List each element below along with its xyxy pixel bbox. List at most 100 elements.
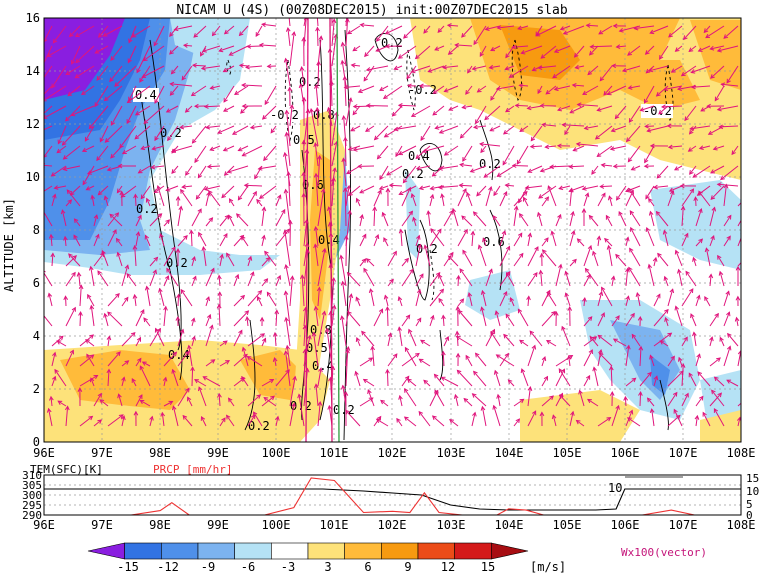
wind-vector-head — [610, 127, 616, 133]
wind-vector-head — [385, 306, 390, 311]
wind-vector — [552, 65, 571, 79]
wind-vector — [239, 25, 249, 36]
sub-y-tick: 310 — [22, 469, 42, 482]
wind-vector — [166, 185, 179, 191]
wind-vector — [690, 125, 711, 130]
wind-vector — [613, 338, 627, 347]
wind-vector-head — [192, 275, 197, 281]
wind-vector — [499, 246, 510, 267]
wind-vector — [385, 25, 403, 35]
wind-vector — [647, 397, 655, 407]
wind-vector-head — [195, 194, 201, 200]
wind-vector — [576, 143, 599, 147]
wind-vector — [554, 85, 571, 90]
wind-vector-head — [531, 66, 537, 72]
wind-vector — [316, 27, 319, 47]
wind-vector-head — [194, 158, 199, 164]
wind-vector — [51, 352, 56, 367]
wind-vector-head — [102, 32, 108, 37]
wind-vector — [346, 165, 361, 175]
wind-vector — [197, 165, 207, 178]
wind-vector-head — [175, 316, 181, 321]
wind-vector-head — [256, 198, 261, 204]
wind-vector-head — [587, 316, 593, 321]
wind-vector — [317, 61, 320, 87]
wind-vector — [608, 196, 613, 207]
wind-vector-head — [723, 34, 729, 39]
wind-vector-head — [261, 234, 266, 240]
wind-vector — [688, 145, 697, 152]
wind-vector-head — [151, 146, 157, 151]
wind-vector — [87, 294, 95, 307]
wind-vector — [170, 83, 193, 87]
wind-vector — [587, 65, 599, 75]
wind-vector — [615, 254, 627, 267]
wind-vector-head — [683, 35, 688, 41]
wind-vector-head — [517, 25, 523, 31]
wind-vector — [471, 231, 474, 247]
wind-vector-head — [670, 68, 676, 73]
wind-vector-head — [629, 210, 635, 216]
wind-vector-head — [398, 190, 404, 195]
wind-vector — [127, 85, 151, 103]
wind-vector-head — [160, 411, 166, 417]
wind-vector-head — [154, 327, 160, 333]
wind-vector-head — [652, 256, 658, 262]
wind-vector — [361, 331, 375, 347]
wind-vector — [542, 249, 557, 267]
wind-vector-head — [287, 219, 293, 225]
wind-vector — [44, 211, 53, 227]
y-tick-label: 6 — [33, 276, 40, 290]
wind-vector — [387, 279, 394, 287]
wind-vector — [494, 370, 501, 387]
wind-vector — [44, 125, 53, 131]
wind-vector — [205, 314, 211, 327]
wind-vector — [191, 208, 202, 227]
wind-vector-head — [688, 129, 694, 135]
wind-vector-head — [191, 63, 197, 68]
wind-vector-head — [625, 236, 630, 242]
wind-vector — [461, 215, 473, 227]
wind-vector-head — [437, 228, 442, 234]
colorbar-tick: 6 — [364, 560, 371, 574]
wind-vector-head — [283, 350, 289, 356]
sub-y-tick: 290 — [22, 509, 42, 522]
wind-vector-head — [627, 157, 633, 163]
wind-vector — [285, 264, 291, 287]
wind-vector-head — [178, 205, 184, 211]
wind-vector — [569, 411, 574, 427]
wind-vector-head — [591, 169, 596, 175]
wind-vector — [675, 45, 683, 52]
wind-vector-head — [569, 109, 575, 114]
wind-vector-head — [398, 394, 403, 400]
wind-vector — [654, 185, 669, 188]
colorbar-swatch — [381, 542, 419, 560]
wind-vector-head — [67, 199, 73, 205]
wind-vector — [457, 188, 467, 207]
wind-vector — [664, 276, 669, 287]
wind-vector-head — [423, 379, 429, 385]
wind-vector — [547, 185, 557, 207]
wind-vector — [242, 145, 263, 157]
wind-vector — [366, 105, 389, 107]
wind-vector-head — [664, 316, 669, 322]
wind-vector — [285, 58, 291, 87]
wind-vector — [316, 18, 319, 27]
wind-vector — [107, 336, 110, 347]
wind-vector-head — [544, 144, 550, 150]
wind-vector — [345, 410, 361, 427]
wind-vector-head — [633, 25, 639, 31]
wind-vector-head — [670, 355, 675, 361]
wind-vector — [163, 377, 167, 387]
wind-vector-head — [53, 185, 59, 190]
wind-vector-head — [504, 66, 510, 71]
wind-vector-head — [539, 252, 545, 258]
wind-vector-head — [342, 75, 348, 81]
wind-vector — [555, 214, 562, 227]
wind-vector — [44, 164, 53, 167]
colorbar-swatch — [87, 542, 125, 560]
wind-vector — [569, 185, 585, 192]
wind-vector-head — [283, 188, 289, 194]
wind-vector-head — [663, 275, 669, 281]
wind-vector-head — [477, 244, 483, 250]
